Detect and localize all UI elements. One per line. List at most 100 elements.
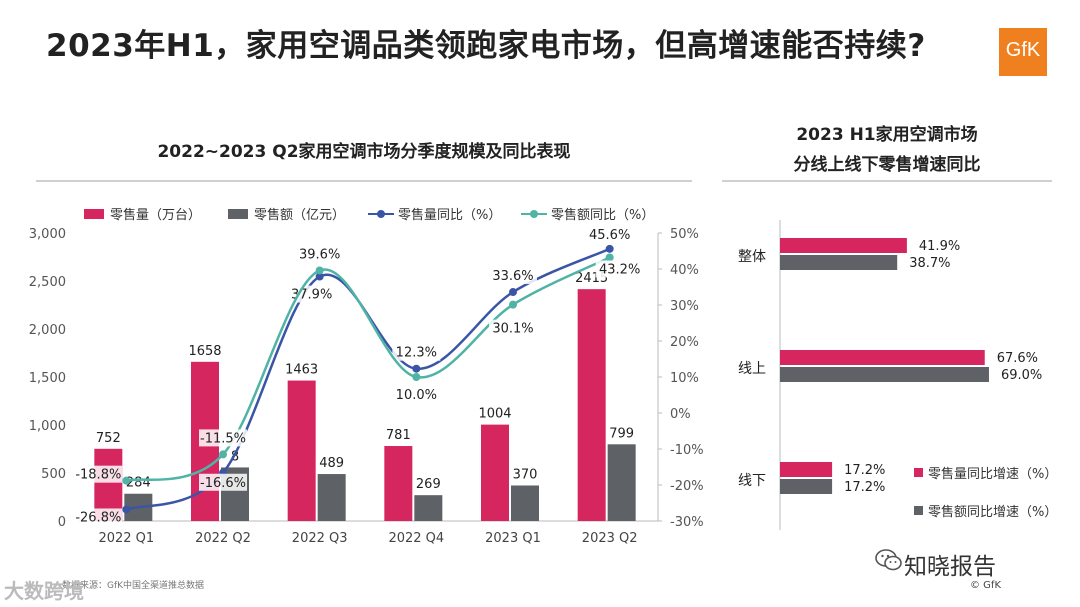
volume-yoy-point <box>509 288 517 297</box>
right-chart-subtitle: 分线上线下零售增速同比 <box>793 155 981 175</box>
left-y-tick-label: 3,000 <box>29 227 66 242</box>
value-growth-bar <box>780 479 833 494</box>
volume-yoy-label: -16.6% <box>200 476 246 491</box>
value-bar-label: 489 <box>319 456 344 471</box>
volume-growth-bar <box>780 350 985 365</box>
source-note: 数据来源：GfK中国全渠道推总数据 <box>62 581 205 591</box>
volume-yoy-label-bg <box>489 267 537 285</box>
volume-yoy-label: -26.8% <box>75 510 121 525</box>
gfk-logo: GfK <box>999 28 1047 76</box>
legend-marker <box>530 210 538 218</box>
value-yoy-point <box>219 450 227 459</box>
right-y-tick-label: -10% <box>670 443 704 458</box>
legend-label: 零售额同比增速（%） <box>928 504 1057 520</box>
page-title: 2023年H1，家用空调品类领跑家电市场，但高增速能否持续? <box>46 28 926 64</box>
right-y-tick-label: -20% <box>670 479 704 494</box>
watermark: 大数跨境 <box>4 579 84 603</box>
volume-bar <box>481 424 509 521</box>
volume-yoy-label: 45.6% <box>589 228 630 243</box>
volume-yoy-label-bg <box>287 285 336 303</box>
volume-growth-label: 17.2% <box>844 463 885 478</box>
wechat-icon <box>875 549 902 571</box>
left-y-tick-label: 2,500 <box>29 275 66 290</box>
legend-label: 零售量（万台） <box>110 207 201 223</box>
value-growth-label: 38.7% <box>909 256 950 271</box>
copyright: © GfK <box>970 580 1002 591</box>
right-y-tick-label: 40% <box>670 263 699 278</box>
right-y-tick-label: -30% <box>670 515 704 530</box>
volume-bar-label: 1658 <box>188 344 221 359</box>
x-tick-label: 2022 Q1 <box>98 531 154 546</box>
legend-label: 零售额（亿元） <box>254 207 345 223</box>
volume-growth-label: 67.6% <box>997 351 1038 366</box>
value-yoy-label: -11.5% <box>200 431 246 446</box>
value-yoy-label-bg <box>595 260 644 278</box>
volume-yoy-point <box>412 364 421 373</box>
value-yoy-point <box>412 373 421 381</box>
volume-yoy-label-bg <box>199 473 247 491</box>
left-y-tick-label: 1,000 <box>29 419 66 434</box>
volume-yoy-point <box>315 272 324 281</box>
legend-label: 零售量同比（%） <box>398 207 501 223</box>
volume-yoy-point <box>122 505 131 514</box>
x-tick-label: 2022 Q2 <box>195 531 251 546</box>
value-yoy-point <box>122 476 131 485</box>
left-chart-title: 2022~2023 Q2家用空调市场分季度规模及同比表现 <box>157 142 571 162</box>
left-title-divider <box>36 180 692 182</box>
value-yoy-label: 39.6% <box>299 247 340 262</box>
volume-bar <box>287 380 316 521</box>
value-bar-label: 8 <box>231 449 239 464</box>
legend-swatch <box>228 209 248 219</box>
x-tick-label: 2023 Q2 <box>582 531 638 546</box>
x-tick-label: 2022 Q3 <box>292 531 348 546</box>
legend-label: 零售额同比（%） <box>551 207 654 223</box>
value-bar <box>414 495 443 521</box>
left-y-tick-label: 0 <box>58 515 66 530</box>
value-bar <box>511 485 539 521</box>
value-yoy-point <box>315 266 324 275</box>
left-y-tick-label: 1,500 <box>29 371 66 386</box>
category-label: 线上 <box>738 361 766 377</box>
left-y-tick-label: 2,000 <box>29 323 66 338</box>
volume-bar-label: 1004 <box>478 407 511 422</box>
x-tick-label: 2023 Q1 <box>485 531 541 546</box>
volume-bar-label: 752 <box>96 431 121 446</box>
legend-swatch <box>914 468 923 477</box>
right-y-tick-label: 20% <box>670 335 699 350</box>
value-bar-label: 370 <box>513 467 538 482</box>
value-yoy-label: -18.8% <box>75 468 121 483</box>
value-yoy-label: 10.0% <box>396 388 437 403</box>
left-y-tick-label: 500 <box>41 467 66 482</box>
logo-text: GfK <box>1005 39 1041 61</box>
volume-yoy-label-bg <box>585 225 634 243</box>
legend-swatch <box>914 506 923 515</box>
right-y-tick-label: 0% <box>670 407 691 422</box>
value-yoy-label: 30.1% <box>492 322 533 337</box>
value-growth-bar <box>780 367 989 382</box>
volume-yoy-point <box>605 244 614 253</box>
value-growth-label: 69.0% <box>1001 368 1042 383</box>
volume-growth-label: 41.9% <box>919 239 960 254</box>
x-tick-label: 2022 Q4 <box>388 531 444 546</box>
volume-bar-label: 781 <box>386 428 411 443</box>
right-title-divider <box>722 180 1052 182</box>
value-yoy-point <box>605 253 614 262</box>
legend-marker <box>377 210 385 218</box>
right-chart-title: 2023 H1家用空调市场 <box>796 125 978 145</box>
volume-growth-bar <box>780 462 833 477</box>
value-bar-label: 269 <box>416 477 441 492</box>
volume-yoy-label-bg <box>74 508 123 526</box>
value-bar-label: 799 <box>609 426 634 441</box>
right-y-tick-label: 10% <box>670 371 699 386</box>
value-yoy-label-bg <box>295 245 344 263</box>
legend-label: 零售量同比增速（%） <box>928 466 1057 482</box>
value-yoy-label-bg <box>392 386 441 403</box>
wechat-account-label: 知晓报告 <box>904 554 996 580</box>
value-yoy-label-bg <box>489 319 537 337</box>
volume-growth-bar <box>780 238 907 253</box>
volume-bar <box>384 446 413 521</box>
volume-yoy-label: 33.6% <box>492 269 533 284</box>
volume-yoy-label-bg <box>392 343 441 361</box>
